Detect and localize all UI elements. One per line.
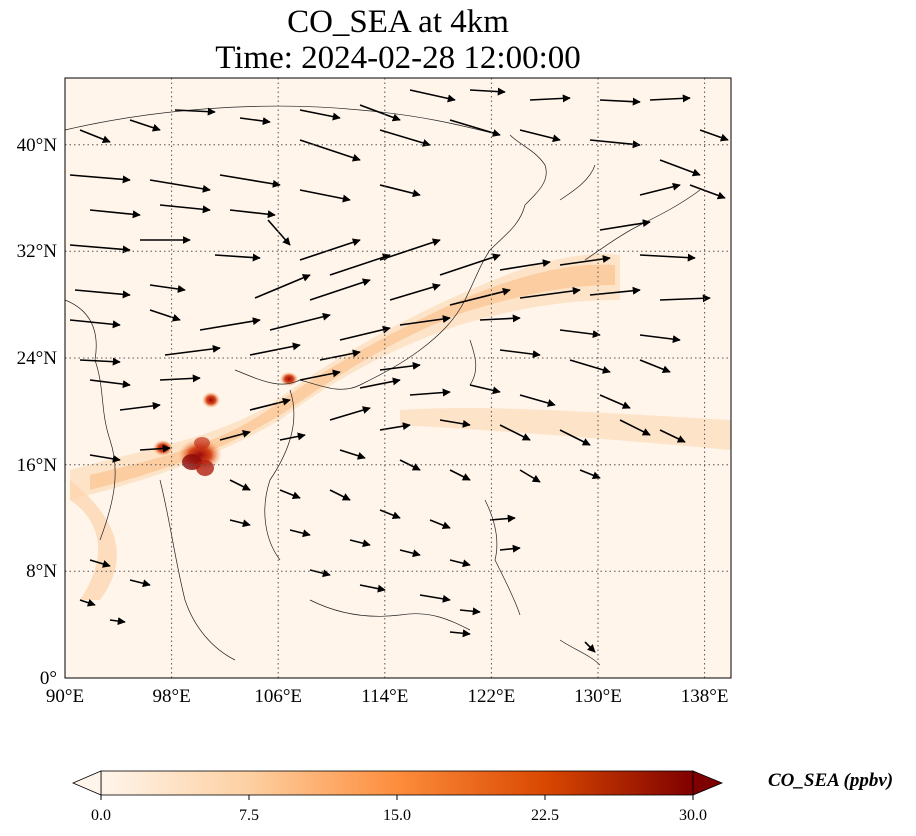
- colorbar: 0.0 7.5 15.0 22.5 30.0: [71, 770, 724, 824]
- lat-tick: 24°N: [17, 348, 58, 369]
- lon-tick: 114°E: [361, 686, 408, 707]
- concentration-field: [65, 78, 731, 678]
- map-frame: [64, 77, 732, 679]
- map-time: Time: 2024-02-28 12:00:00: [215, 40, 581, 76]
- colorbar-tick: 7.5: [239, 807, 259, 824]
- lon-tick: 106°E: [254, 686, 302, 707]
- lat-tick: 8°N: [26, 561, 57, 582]
- colorbar-tick: 22.5: [531, 807, 559, 824]
- colorbar-gradient: [100, 770, 694, 796]
- colorbar-tick: 15.0: [383, 807, 411, 824]
- map-panel: [65, 78, 731, 678]
- colorbar-extend-high: [692, 770, 724, 796]
- lon-tick: 138°E: [681, 686, 729, 707]
- lon-tick: 130°E: [574, 686, 622, 707]
- latitude-ticks: 0° 8°N 16°N 24°N 32°N 40°N: [17, 135, 58, 689]
- lat-tick: 32°N: [17, 241, 58, 262]
- colorbar-tick: 0.0: [91, 807, 111, 824]
- wind-vectors: [69, 87, 729, 653]
- lon-tick: 98°E: [152, 686, 190, 707]
- lon-tick: 122°E: [468, 686, 516, 707]
- gridlines: [65, 78, 731, 678]
- colorbar-extend-low: [71, 770, 102, 796]
- colorbar-tick: 30.0: [679, 807, 707, 824]
- colorbar-label: CO_SEA (ppbv): [768, 770, 894, 791]
- map-title: CO_SEA at 4km: [287, 4, 509, 40]
- lat-tick: 40°N: [17, 135, 58, 156]
- longitude-ticks: 90°E 98°E 106°E 114°E 122°E 130°E 138°E: [46, 686, 729, 707]
- lat-tick: 0°: [40, 668, 57, 689]
- lat-tick: 16°N: [17, 455, 58, 476]
- lon-tick: 90°E: [46, 686, 84, 707]
